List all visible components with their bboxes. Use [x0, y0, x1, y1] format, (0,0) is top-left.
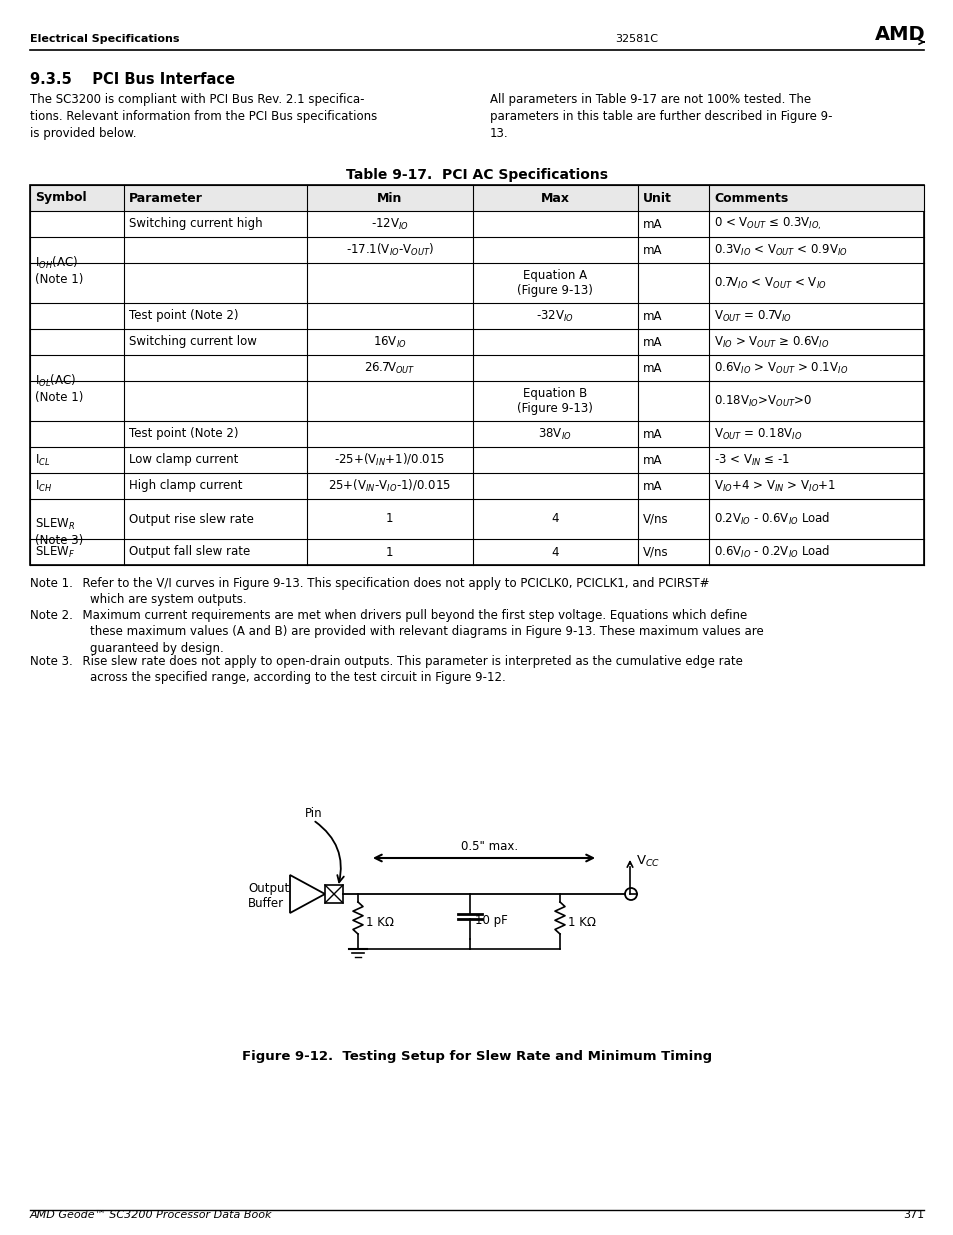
- Text: SLEW$_R$
(Note 3): SLEW$_R$ (Note 3): [35, 517, 83, 547]
- Text: 4: 4: [551, 513, 558, 526]
- Text: V$_{IO}$+4 > V$_{IN}$ > V$_{IO}$+1: V$_{IO}$+4 > V$_{IN}$ > V$_{IO}$+1: [714, 478, 836, 494]
- Text: -17.1(V$_{IO}$-V$_{OUT}$): -17.1(V$_{IO}$-V$_{OUT}$): [345, 242, 434, 258]
- Text: 26.7V$_{OUT}$: 26.7V$_{OUT}$: [364, 361, 416, 375]
- Text: V$_{CC}$: V$_{CC}$: [636, 853, 659, 869]
- Text: Pin: Pin: [305, 806, 322, 820]
- Text: V$_{OUT}$ = 0.18V$_{IO}$: V$_{OUT}$ = 0.18V$_{IO}$: [714, 426, 801, 442]
- Text: Equation B
(Figure 9-13): Equation B (Figure 9-13): [517, 387, 593, 415]
- Text: 1: 1: [386, 513, 394, 526]
- Text: I$_{OL}$(AC)
(Note 1): I$_{OL}$(AC) (Note 1): [35, 373, 83, 404]
- Text: Electrical Specifications: Electrical Specifications: [30, 35, 179, 44]
- Text: -25+(V$_{IN}$+1)/0.015: -25+(V$_{IN}$+1)/0.015: [334, 452, 445, 468]
- Text: mA: mA: [642, 310, 661, 322]
- Text: mA: mA: [642, 427, 661, 441]
- Text: Unit: Unit: [642, 191, 671, 205]
- Text: I$_{CH}$: I$_{CH}$: [35, 478, 52, 494]
- Bar: [30, 185, 923, 564]
- Text: V$_{IO}$ > V$_{OUT}$ ≥ 0.6V$_{IO}$: V$_{IO}$ > V$_{OUT}$ ≥ 0.6V$_{IO}$: [714, 335, 829, 350]
- Text: Note 1.: Note 1.: [30, 577, 72, 590]
- Text: -12V$_{IO}$: -12V$_{IO}$: [371, 216, 409, 231]
- Text: 0.3V$_{IO}$ < V$_{OUT}$ < 0.9V$_{IO}$: 0.3V$_{IO}$ < V$_{OUT}$ < 0.9V$_{IO}$: [714, 242, 847, 258]
- Text: V/ns: V/ns: [642, 546, 668, 558]
- Text: mA: mA: [642, 243, 661, 257]
- Text: Switching current high: Switching current high: [129, 217, 262, 231]
- Text: mA: mA: [642, 217, 661, 231]
- Text: 4: 4: [551, 546, 558, 558]
- Text: Min: Min: [376, 191, 402, 205]
- Text: I$_{CL}$: I$_{CL}$: [35, 452, 51, 468]
- Text: Figure 9-12.  Testing Setup for Slew Rate and Minimum Timing: Figure 9-12. Testing Setup for Slew Rate…: [242, 1050, 711, 1063]
- Text: 0.18V$_{IO}$>V$_{OUT}$>0: 0.18V$_{IO}$>V$_{OUT}$>0: [714, 394, 812, 409]
- Text: V/ns: V/ns: [642, 513, 668, 526]
- Text: Switching current low: Switching current low: [129, 336, 256, 348]
- Text: 9.3.5    PCI Bus Interface: 9.3.5 PCI Bus Interface: [30, 72, 234, 86]
- Text: Parameter: Parameter: [129, 191, 203, 205]
- Text: 38V$_{IO}$: 38V$_{IO}$: [537, 426, 572, 442]
- Text: -3 < V$_{IN}$ ≤ -1: -3 < V$_{IN}$ ≤ -1: [714, 452, 790, 468]
- Text: 10 pF: 10 pF: [475, 914, 507, 927]
- Text: Maximum current requirements are met when drivers pull beyond the first step vol: Maximum current requirements are met whe…: [75, 609, 763, 655]
- Text: mA: mA: [642, 362, 661, 374]
- Text: Rise slew rate does not apply to open-drain outputs. This parameter is interpret: Rise slew rate does not apply to open-dr…: [75, 655, 742, 684]
- Text: AMD: AMD: [874, 25, 924, 44]
- Text: Table 9-17.  PCI AC Specifications: Table 9-17. PCI AC Specifications: [346, 168, 607, 182]
- Text: Low clamp current: Low clamp current: [129, 453, 238, 467]
- Text: V$_{OUT}$ = 0.7V$_{IO}$: V$_{OUT}$ = 0.7V$_{IO}$: [714, 309, 792, 324]
- Text: 1: 1: [386, 546, 394, 558]
- Text: AMD Geode™ SC3200 Processor Data Book: AMD Geode™ SC3200 Processor Data Book: [30, 1210, 273, 1220]
- Text: Output rise slew rate: Output rise slew rate: [129, 513, 253, 526]
- Text: 32581C: 32581C: [615, 35, 658, 44]
- Text: 0 < V$_{OUT}$ ≤ 0.3V$_{IO,}$: 0 < V$_{OUT}$ ≤ 0.3V$_{IO,}$: [714, 216, 821, 232]
- Text: 1 KΩ: 1 KΩ: [366, 915, 394, 929]
- Text: 0.6V$_{IO}$ - 0.2V$_{IO}$ Load: 0.6V$_{IO}$ - 0.2V$_{IO}$ Load: [714, 543, 830, 559]
- Text: 0.6V$_{IO}$ > V$_{OUT}$ > 0.1V$_{IO}$: 0.6V$_{IO}$ > V$_{OUT}$ > 0.1V$_{IO}$: [714, 361, 848, 375]
- Text: SLEW$_F$: SLEW$_F$: [35, 545, 75, 559]
- Text: -32V$_{IO}$: -32V$_{IO}$: [536, 309, 574, 324]
- Text: Note 3.: Note 3.: [30, 655, 72, 668]
- Text: 0.2V$_{IO}$ - 0.6V$_{IO}$ Load: 0.2V$_{IO}$ - 0.6V$_{IO}$ Load: [714, 511, 830, 527]
- Text: Refer to the V/I curves in Figure 9-13. This specification does not apply to PCI: Refer to the V/I curves in Figure 9-13. …: [75, 577, 709, 606]
- Text: 0.5" max.: 0.5" max.: [461, 840, 518, 853]
- Text: Output
Buffer: Output Buffer: [248, 882, 289, 910]
- Text: Test point (Note 2): Test point (Note 2): [129, 427, 238, 441]
- Bar: [30, 185, 923, 211]
- Text: Equation A
(Figure 9-13): Equation A (Figure 9-13): [517, 269, 593, 296]
- Text: Symbol: Symbol: [35, 191, 87, 205]
- FancyArrowPatch shape: [314, 821, 343, 882]
- Text: Test point (Note 2): Test point (Note 2): [129, 310, 238, 322]
- Text: I$_{OH}$(AC)
(Note 1): I$_{OH}$(AC) (Note 1): [35, 254, 83, 285]
- Text: All parameters in Table 9-17 are not 100% tested. The
parameters in this table a: All parameters in Table 9-17 are not 100…: [490, 93, 832, 140]
- Text: Max: Max: [540, 191, 569, 205]
- Text: mA: mA: [642, 453, 661, 467]
- Text: mA: mA: [642, 336, 661, 348]
- Text: 371: 371: [902, 1210, 923, 1220]
- Text: 0.7V$_{IO}$ < V$_{OUT}$ < V$_{IO}$: 0.7V$_{IO}$ < V$_{OUT}$ < V$_{IO}$: [714, 275, 826, 290]
- Text: 16V$_{IO}$: 16V$_{IO}$: [373, 335, 406, 350]
- Text: 1 KΩ: 1 KΩ: [567, 915, 596, 929]
- Text: High clamp current: High clamp current: [129, 479, 242, 493]
- Text: 25+(V$_{IN}$-V$_{IO}$-1)/0.015: 25+(V$_{IN}$-V$_{IO}$-1)/0.015: [328, 478, 451, 494]
- Text: Note 2.: Note 2.: [30, 609, 72, 622]
- Text: Comments: Comments: [714, 191, 788, 205]
- Bar: [325, 885, 343, 903]
- Text: mA: mA: [642, 479, 661, 493]
- Text: The SC3200 is compliant with PCI Bus Rev. 2.1 specifica-
tions. Relevant informa: The SC3200 is compliant with PCI Bus Rev…: [30, 93, 376, 140]
- Text: Output fall slew rate: Output fall slew rate: [129, 546, 250, 558]
